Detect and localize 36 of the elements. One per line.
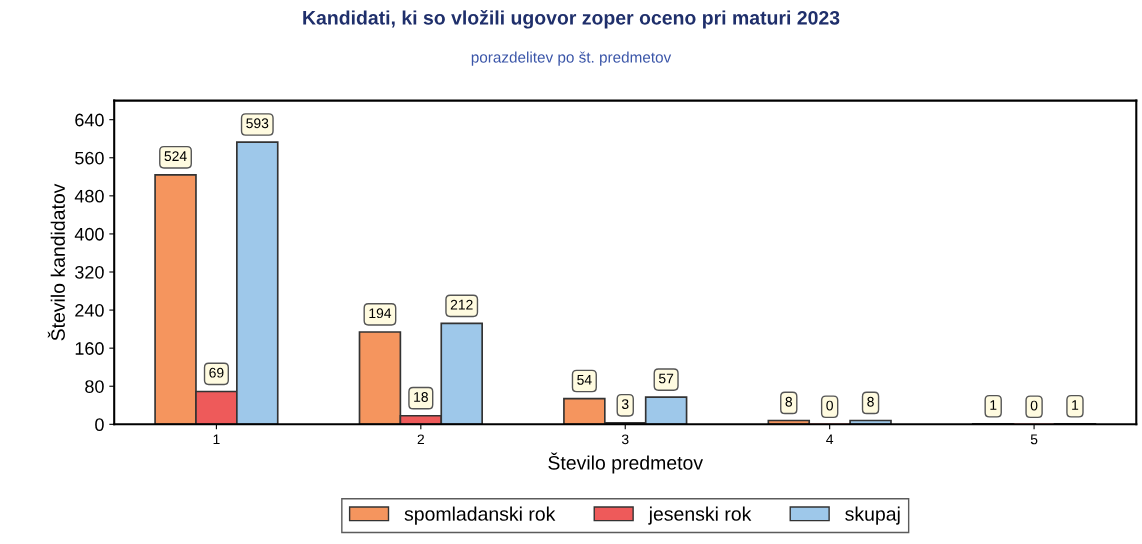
data-label: 1 (1072, 400, 1079, 410)
data-label: 524 (164, 151, 187, 162)
legend-label: spomladanski rok (404, 506, 556, 525)
y-tick-label: 80 (85, 380, 104, 393)
data-label: 0 (826, 400, 833, 411)
data-label: 18 (414, 392, 428, 402)
data-label: 57 (658, 373, 674, 384)
y-tick-label: 640 (75, 113, 104, 127)
data-label: 194 (369, 308, 392, 319)
x-axis-title: Število predmetov (548, 452, 703, 474)
data-label: 0 (1030, 400, 1038, 411)
data-label: 3 (621, 399, 629, 410)
y-tick-label: 480 (74, 189, 104, 203)
y-axis-title: Število kandidatov (47, 183, 65, 341)
y-tick-label: 400 (74, 227, 104, 241)
data-label: 1 (990, 400, 997, 410)
y-tick-label: 160 (75, 342, 104, 355)
y-tick-label: 0 (95, 418, 104, 432)
data-label: 69 (209, 367, 224, 378)
data-label: 8 (785, 396, 793, 407)
data-label: 8 (867, 396, 874, 407)
data-label: 212 (450, 299, 473, 310)
y-tick-label: 240 (75, 304, 104, 317)
data-label: 54 (577, 375, 592, 385)
legend-label: skupaj (845, 506, 900, 525)
data-label: 593 (246, 118, 269, 129)
legend-label: jesenski rok (648, 506, 752, 525)
chart-subtitle: porazdelitev po št. predmetov (471, 51, 672, 66)
x-tick-label: 2 (417, 434, 424, 445)
x-tick-label: 5 (1030, 434, 1038, 445)
chart-title: Kandidati, ki so vložili ugovor zoper oceno pri maturi 2023 (303, 9, 840, 29)
x-tick-label: 3 (621, 434, 629, 445)
y-tick-label: 560 (75, 151, 104, 165)
y-tick-label: 320 (75, 265, 104, 279)
x-tick-label: 1 (213, 434, 220, 445)
x-tick-label: 4 (826, 434, 834, 445)
